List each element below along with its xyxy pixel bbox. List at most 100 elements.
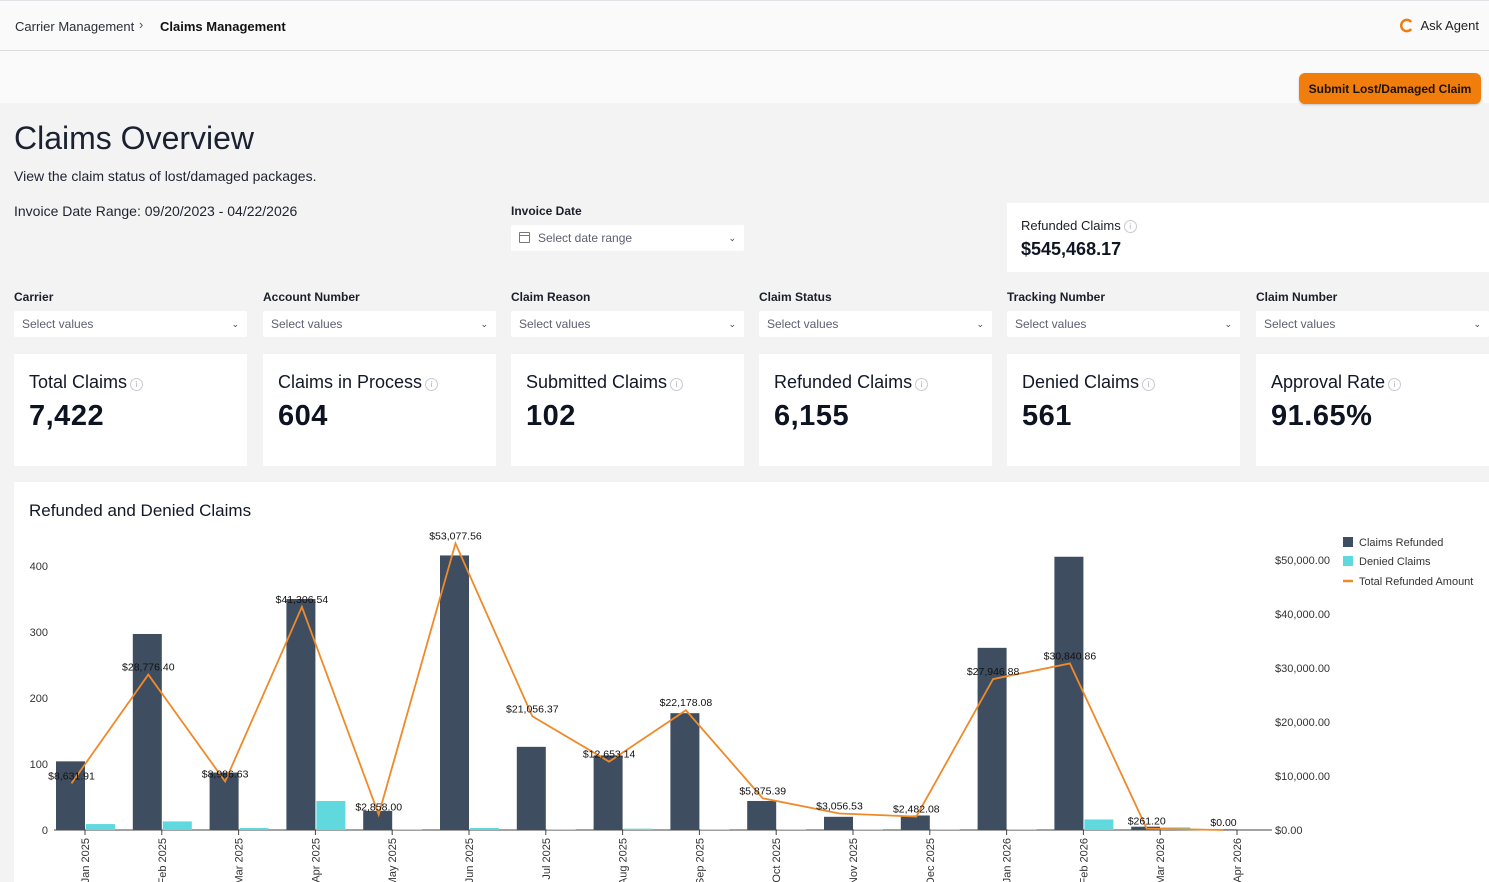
chevron-down-icon: ⌄ (976, 319, 984, 329)
bar-claims-refunded (824, 816, 853, 830)
breadcrumb-claims-management: Claims Management (160, 19, 286, 34)
info-icon[interactable]: i (670, 378, 684, 391)
info-icon[interactable]: i (1123, 220, 1137, 233)
kpi-card-submitted-claims: Submitted Claims i 102 (511, 354, 744, 466)
data-label-refunded-amount: $261.20 (1128, 816, 1166, 828)
y-right-tick-label: $50,000.00 (1275, 555, 1330, 567)
y-right-tick-label: $0.00 (1275, 825, 1303, 837)
bar-claims-refunded (747, 800, 777, 830)
x-tick-label: Jan 2025 (80, 838, 92, 882)
x-tick-label: Oct 2025 (771, 838, 783, 882)
filter-claim-reason-select[interactable]: Select values ⌄ (511, 311, 744, 337)
page-subtitle: View the claim status of lost/damaged pa… (14, 168, 317, 184)
action-band (0, 51, 1489, 103)
legend-swatch (1343, 537, 1353, 547)
data-label-refunded-amount: $30,840.86 (1044, 650, 1097, 662)
bar-claims-refunded (132, 633, 162, 830)
x-tick-label: Nov 2025 (848, 838, 860, 882)
data-label-refunded-amount: $41,306.54 (276, 594, 329, 606)
kpi-card-denied-claims: Denied Claims i 561 (1007, 354, 1240, 466)
data-label-refunded-amount: $2,482.08 (893, 804, 940, 816)
bar-denied-claims (470, 828, 499, 830)
data-label-refunded-amount: $8,631.91 (48, 770, 95, 782)
bar-denied-claims (930, 829, 960, 830)
bar-claims-refunded (516, 746, 546, 830)
submit-claim-button[interactable]: Submit Lost/Damaged Claim (1299, 73, 1481, 104)
kpi-label: Approval Rate (1271, 372, 1386, 392)
data-label-refunded-amount: $27,946.88 (967, 666, 1020, 678)
y-left-tick-label: 200 (30, 693, 48, 705)
bar-denied-claims (854, 829, 883, 830)
filter-account-number-select[interactable]: Select values ⌄ (263, 311, 496, 337)
agent-logo-icon (1400, 18, 1413, 33)
legend-swatch (1343, 556, 1353, 566)
y-right-tick-label: $20,000.00 (1275, 717, 1330, 729)
breadcrumb-chevron-icon: › (139, 17, 144, 32)
x-tick-label: Jun 2025 (464, 838, 476, 882)
filter-label-claim-number: Claim Number (1256, 290, 1338, 304)
kpi-label: Total Claims (29, 372, 128, 392)
bar-denied-claims (546, 829, 576, 830)
chevron-down-icon: ⌄ (1473, 319, 1481, 329)
filter-claim-status-select[interactable]: Select values ⌄ (759, 311, 992, 337)
kpi-value: 561 (1022, 400, 1072, 432)
filter-tracking-number-select[interactable]: Select values ⌄ (1007, 311, 1240, 337)
breadcrumb-carrier-management[interactable]: Carrier Management (15, 19, 135, 34)
legend-label: Denied Claims (1359, 556, 1431, 568)
kpi-label-wrap: Approval Rate i (1271, 372, 1402, 393)
bar-denied-claims (623, 828, 653, 830)
bar-claims-refunded (363, 810, 393, 830)
refunded-amount-card: Refunded Claims i $545,468.17 (1007, 203, 1489, 272)
kpi-label: Claims in Process (278, 372, 423, 392)
refunded-amount-label: Refunded Claims (1021, 218, 1121, 233)
y-right-tick-label: $40,000.00 (1275, 609, 1330, 621)
bar-denied-claims (393, 829, 423, 830)
info-icon[interactable]: i (1142, 378, 1156, 391)
bar-denied-claims (1084, 819, 1114, 830)
kpi-label: Refunded Claims (774, 372, 913, 392)
data-label-refunded-amount: $5,875.39 (739, 785, 786, 797)
ask-agent-button[interactable]: Ask Agent (1399, 18, 1479, 33)
kpi-label: Denied Claims (1022, 372, 1140, 392)
bar-denied-claims (162, 821, 192, 830)
x-tick-label: Mar 2026 (1155, 838, 1167, 882)
filter-carrier-select[interactable]: Select values ⌄ (14, 311, 247, 337)
kpi-value: 6,155 (774, 400, 850, 432)
info-icon[interactable]: i (425, 378, 439, 391)
y-left-tick-label: 100 (30, 759, 48, 771)
refunded-amount-label-wrap: Refunded Claims i (1021, 218, 1137, 233)
filter-claim-reason-placeholder: Select values (519, 317, 591, 331)
bar-claims-refunded (900, 815, 930, 830)
filter-label-claim-status: Claim Status (759, 290, 832, 304)
data-label-refunded-amount: $53,077.56 (429, 530, 482, 542)
x-tick-label: Jan 2026 (1002, 838, 1014, 882)
y-right-tick-label: $30,000.00 (1275, 663, 1330, 675)
info-icon[interactable]: i (915, 378, 929, 391)
filter-label-tracking-number: Tracking Number (1007, 290, 1106, 304)
invoice-date-placeholder: Select date range (538, 231, 633, 245)
data-label-refunded-amount: $12,653.14 (583, 749, 636, 761)
info-icon[interactable]: i (130, 378, 144, 391)
filter-claim-status-placeholder: Select values (767, 317, 839, 331)
kpi-value: 102 (526, 400, 576, 432)
invoice-date-picker[interactable]: Select date range ⌄ (511, 225, 744, 251)
kpi-value: 91.65% (1271, 400, 1373, 432)
info-icon[interactable]: i (1388, 378, 1402, 391)
refunded-amount-value: $545,468.17 (1021, 239, 1122, 259)
bar-denied-claims (316, 800, 346, 830)
kpi-label-wrap: Denied Claims i (1022, 372, 1156, 393)
line-total-refunded-amount (70, 540, 1224, 831)
chevron-down-icon: ⌄ (728, 319, 736, 329)
bar-claims-refunded (1054, 556, 1084, 830)
filter-label-carrier: Carrier (14, 290, 54, 304)
filter-carrier-placeholder: Select values (22, 317, 94, 331)
kpi-label-wrap: Submitted Claims i (526, 372, 684, 393)
filter-claim-number-select[interactable]: Select values ⌄ (1256, 311, 1489, 337)
ask-agent-label: Ask Agent (1420, 18, 1479, 33)
chevron-down-icon: ⌄ (728, 233, 736, 243)
filter-tracking-number-placeholder: Select values (1015, 317, 1087, 331)
filter-label-account-number: Account Number (263, 290, 360, 304)
kpi-card-total-claims: Total Claims i 7,422 (14, 354, 247, 466)
data-label-refunded-amount: $8,986.63 (202, 768, 249, 780)
chevron-down-icon: ⌄ (480, 319, 488, 329)
